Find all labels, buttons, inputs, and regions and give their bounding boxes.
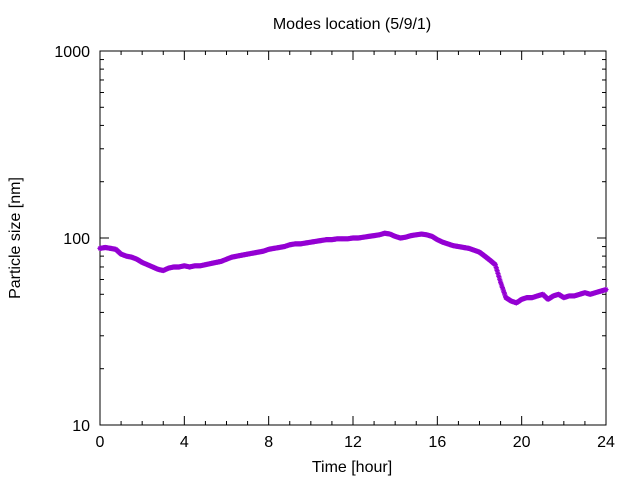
x-axis-label: Time [hour] [312, 459, 392, 476]
data-point [502, 292, 508, 298]
y-tick-label: 10 [72, 418, 90, 435]
data-markers [97, 230, 609, 306]
x-tick-label: 24 [597, 434, 615, 451]
x-tick-label: 8 [264, 434, 273, 451]
x-ticks: 0 4 8 12 16 20 24 [96, 51, 615, 451]
x-tick-label: 16 [428, 434, 446, 451]
data-point [497, 276, 503, 282]
data-point [495, 270, 501, 277]
x-tick-label: 0 [96, 434, 105, 451]
data-point [496, 273, 502, 279]
y-tick-label: 100 [63, 231, 90, 248]
data-point [492, 262, 498, 268]
data-point [494, 267, 500, 274]
data-point [493, 265, 499, 271]
data-point [501, 289, 507, 296]
data-point [498, 282, 505, 288]
data-point [603, 286, 609, 293]
x-tick-label: 12 [344, 434, 362, 451]
x-tick-label: 20 [513, 434, 531, 451]
data-point [499, 284, 505, 290]
y-ticks: 10 100 1000 [54, 44, 606, 435]
y-tick-label: 1000 [54, 44, 90, 61]
chart-title: Modes location (5/9/1) [273, 16, 431, 33]
y-axis-label: Particle size [nm] [7, 177, 24, 299]
x-tick-label: 4 [180, 434, 189, 451]
data-point [497, 279, 504, 285]
data-point [500, 287, 506, 293]
